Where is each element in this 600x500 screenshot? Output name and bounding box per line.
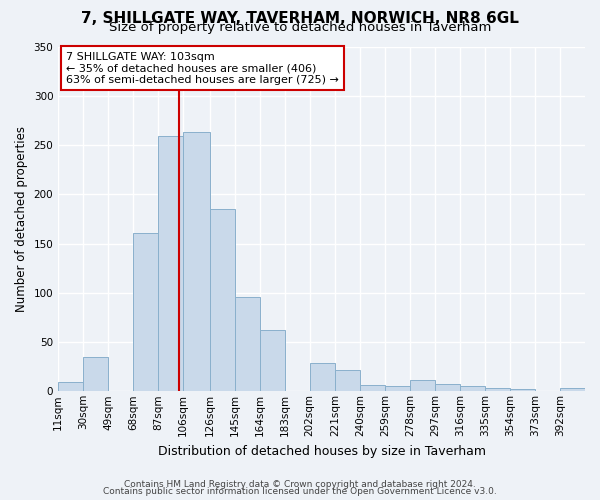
- Text: 7 SHILLGATE WAY: 103sqm
← 35% of detached houses are smaller (406)
63% of semi-d: 7 SHILLGATE WAY: 103sqm ← 35% of detache…: [66, 52, 339, 85]
- X-axis label: Distribution of detached houses by size in Taverham: Distribution of detached houses by size …: [158, 444, 485, 458]
- Bar: [385, 386, 410, 392]
- Bar: [235, 296, 260, 392]
- Bar: [58, 382, 83, 392]
- Bar: [83, 357, 108, 392]
- Bar: [183, 132, 209, 392]
- Y-axis label: Number of detached properties: Number of detached properties: [15, 126, 28, 312]
- Bar: [485, 388, 510, 392]
- Bar: [560, 388, 585, 392]
- Text: Contains public sector information licensed under the Open Government Licence v3: Contains public sector information licen…: [103, 487, 497, 496]
- Bar: [360, 386, 385, 392]
- Text: Contains HM Land Registry data © Crown copyright and database right 2024.: Contains HM Land Registry data © Crown c…: [124, 480, 476, 489]
- Bar: [209, 209, 235, 392]
- Bar: [510, 390, 535, 392]
- Bar: [460, 386, 485, 392]
- Bar: [260, 330, 285, 392]
- Bar: [310, 362, 335, 392]
- Text: Size of property relative to detached houses in Taverham: Size of property relative to detached ho…: [109, 22, 491, 35]
- Bar: [335, 370, 360, 392]
- Bar: [435, 384, 460, 392]
- Bar: [158, 136, 183, 392]
- Bar: [410, 380, 435, 392]
- Bar: [133, 232, 158, 392]
- Text: 7, SHILLGATE WAY, TAVERHAM, NORWICH, NR8 6GL: 7, SHILLGATE WAY, TAVERHAM, NORWICH, NR8…: [81, 11, 519, 26]
